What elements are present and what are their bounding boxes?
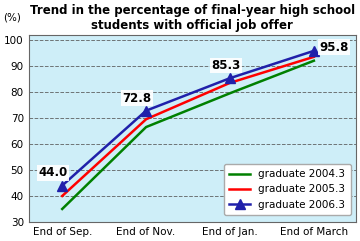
Line: graduate 2004.3: graduate 2004.3 (62, 61, 314, 209)
graduate 2004.3 (228, 92, 232, 95)
graduate 2004.3 (312, 59, 316, 62)
graduate 2005.3 (60, 194, 64, 197)
graduate 2004.3 (144, 126, 148, 128)
graduate 2006.3 (312, 49, 316, 52)
graduate 2005.3 (228, 81, 232, 84)
graduate 2004.3 (60, 208, 64, 210)
Text: 85.3: 85.3 (212, 59, 241, 72)
graduate 2005.3 (312, 55, 316, 58)
Text: 72.8: 72.8 (123, 92, 152, 105)
graduate 2005.3 (144, 118, 148, 121)
graduate 2006.3 (228, 77, 232, 80)
graduate 2006.3 (60, 184, 64, 187)
Line: graduate 2005.3: graduate 2005.3 (62, 57, 314, 196)
Text: 95.8: 95.8 (319, 41, 348, 54)
Text: 44.0: 44.0 (39, 167, 68, 180)
Line: graduate 2006.3: graduate 2006.3 (57, 46, 319, 190)
graduate 2006.3 (144, 109, 148, 112)
Legend: graduate 2004.3, graduate 2005.3, graduate 2006.3: graduate 2004.3, graduate 2005.3, gradua… (224, 164, 351, 215)
Title: Trend in the percentage of final-year high school
students with official job off: Trend in the percentage of final-year hi… (30, 4, 355, 32)
Text: (%): (%) (4, 12, 22, 22)
